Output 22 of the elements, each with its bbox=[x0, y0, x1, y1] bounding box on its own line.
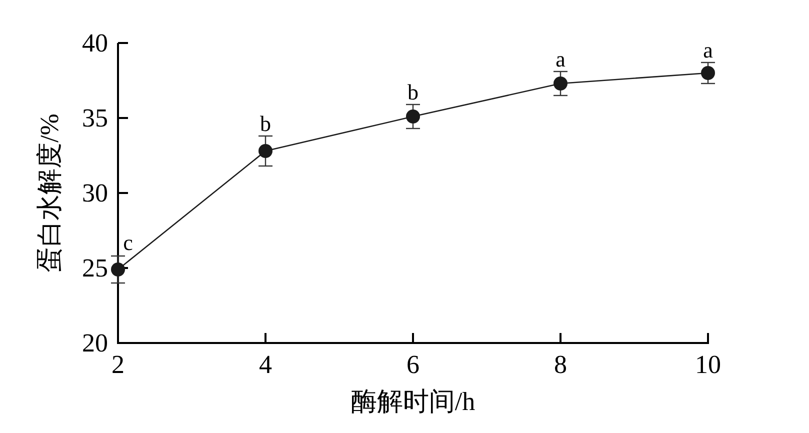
y-tick-label: 30 bbox=[82, 178, 108, 208]
point bbox=[111, 262, 125, 276]
annotation: b bbox=[408, 80, 418, 104]
x-tick-label: 2 bbox=[112, 350, 124, 379]
annotation: c bbox=[123, 230, 134, 255]
x-tick-label: 6 bbox=[406, 350, 420, 379]
y-tick-label: 40 bbox=[82, 28, 108, 58]
annotation: a bbox=[556, 46, 566, 72]
point bbox=[406, 110, 420, 124]
annotation: a bbox=[703, 38, 714, 62]
point bbox=[258, 144, 272, 158]
y-tick-label: 20 bbox=[82, 328, 108, 358]
y-tick-label: 35 bbox=[82, 104, 108, 132]
annotation: b bbox=[260, 111, 271, 136]
x-tick-label: 10 bbox=[695, 350, 721, 379]
y-tick-label: 25 bbox=[82, 254, 108, 282]
point bbox=[554, 76, 568, 90]
x-tick-label: 8 bbox=[554, 350, 567, 379]
x-tick-label: 4 bbox=[259, 350, 272, 379]
point bbox=[701, 66, 715, 80]
y-axis-title: 蛋白水解度/% bbox=[35, 114, 64, 272]
x-axis-title: 酶解时间/h bbox=[350, 387, 476, 416]
